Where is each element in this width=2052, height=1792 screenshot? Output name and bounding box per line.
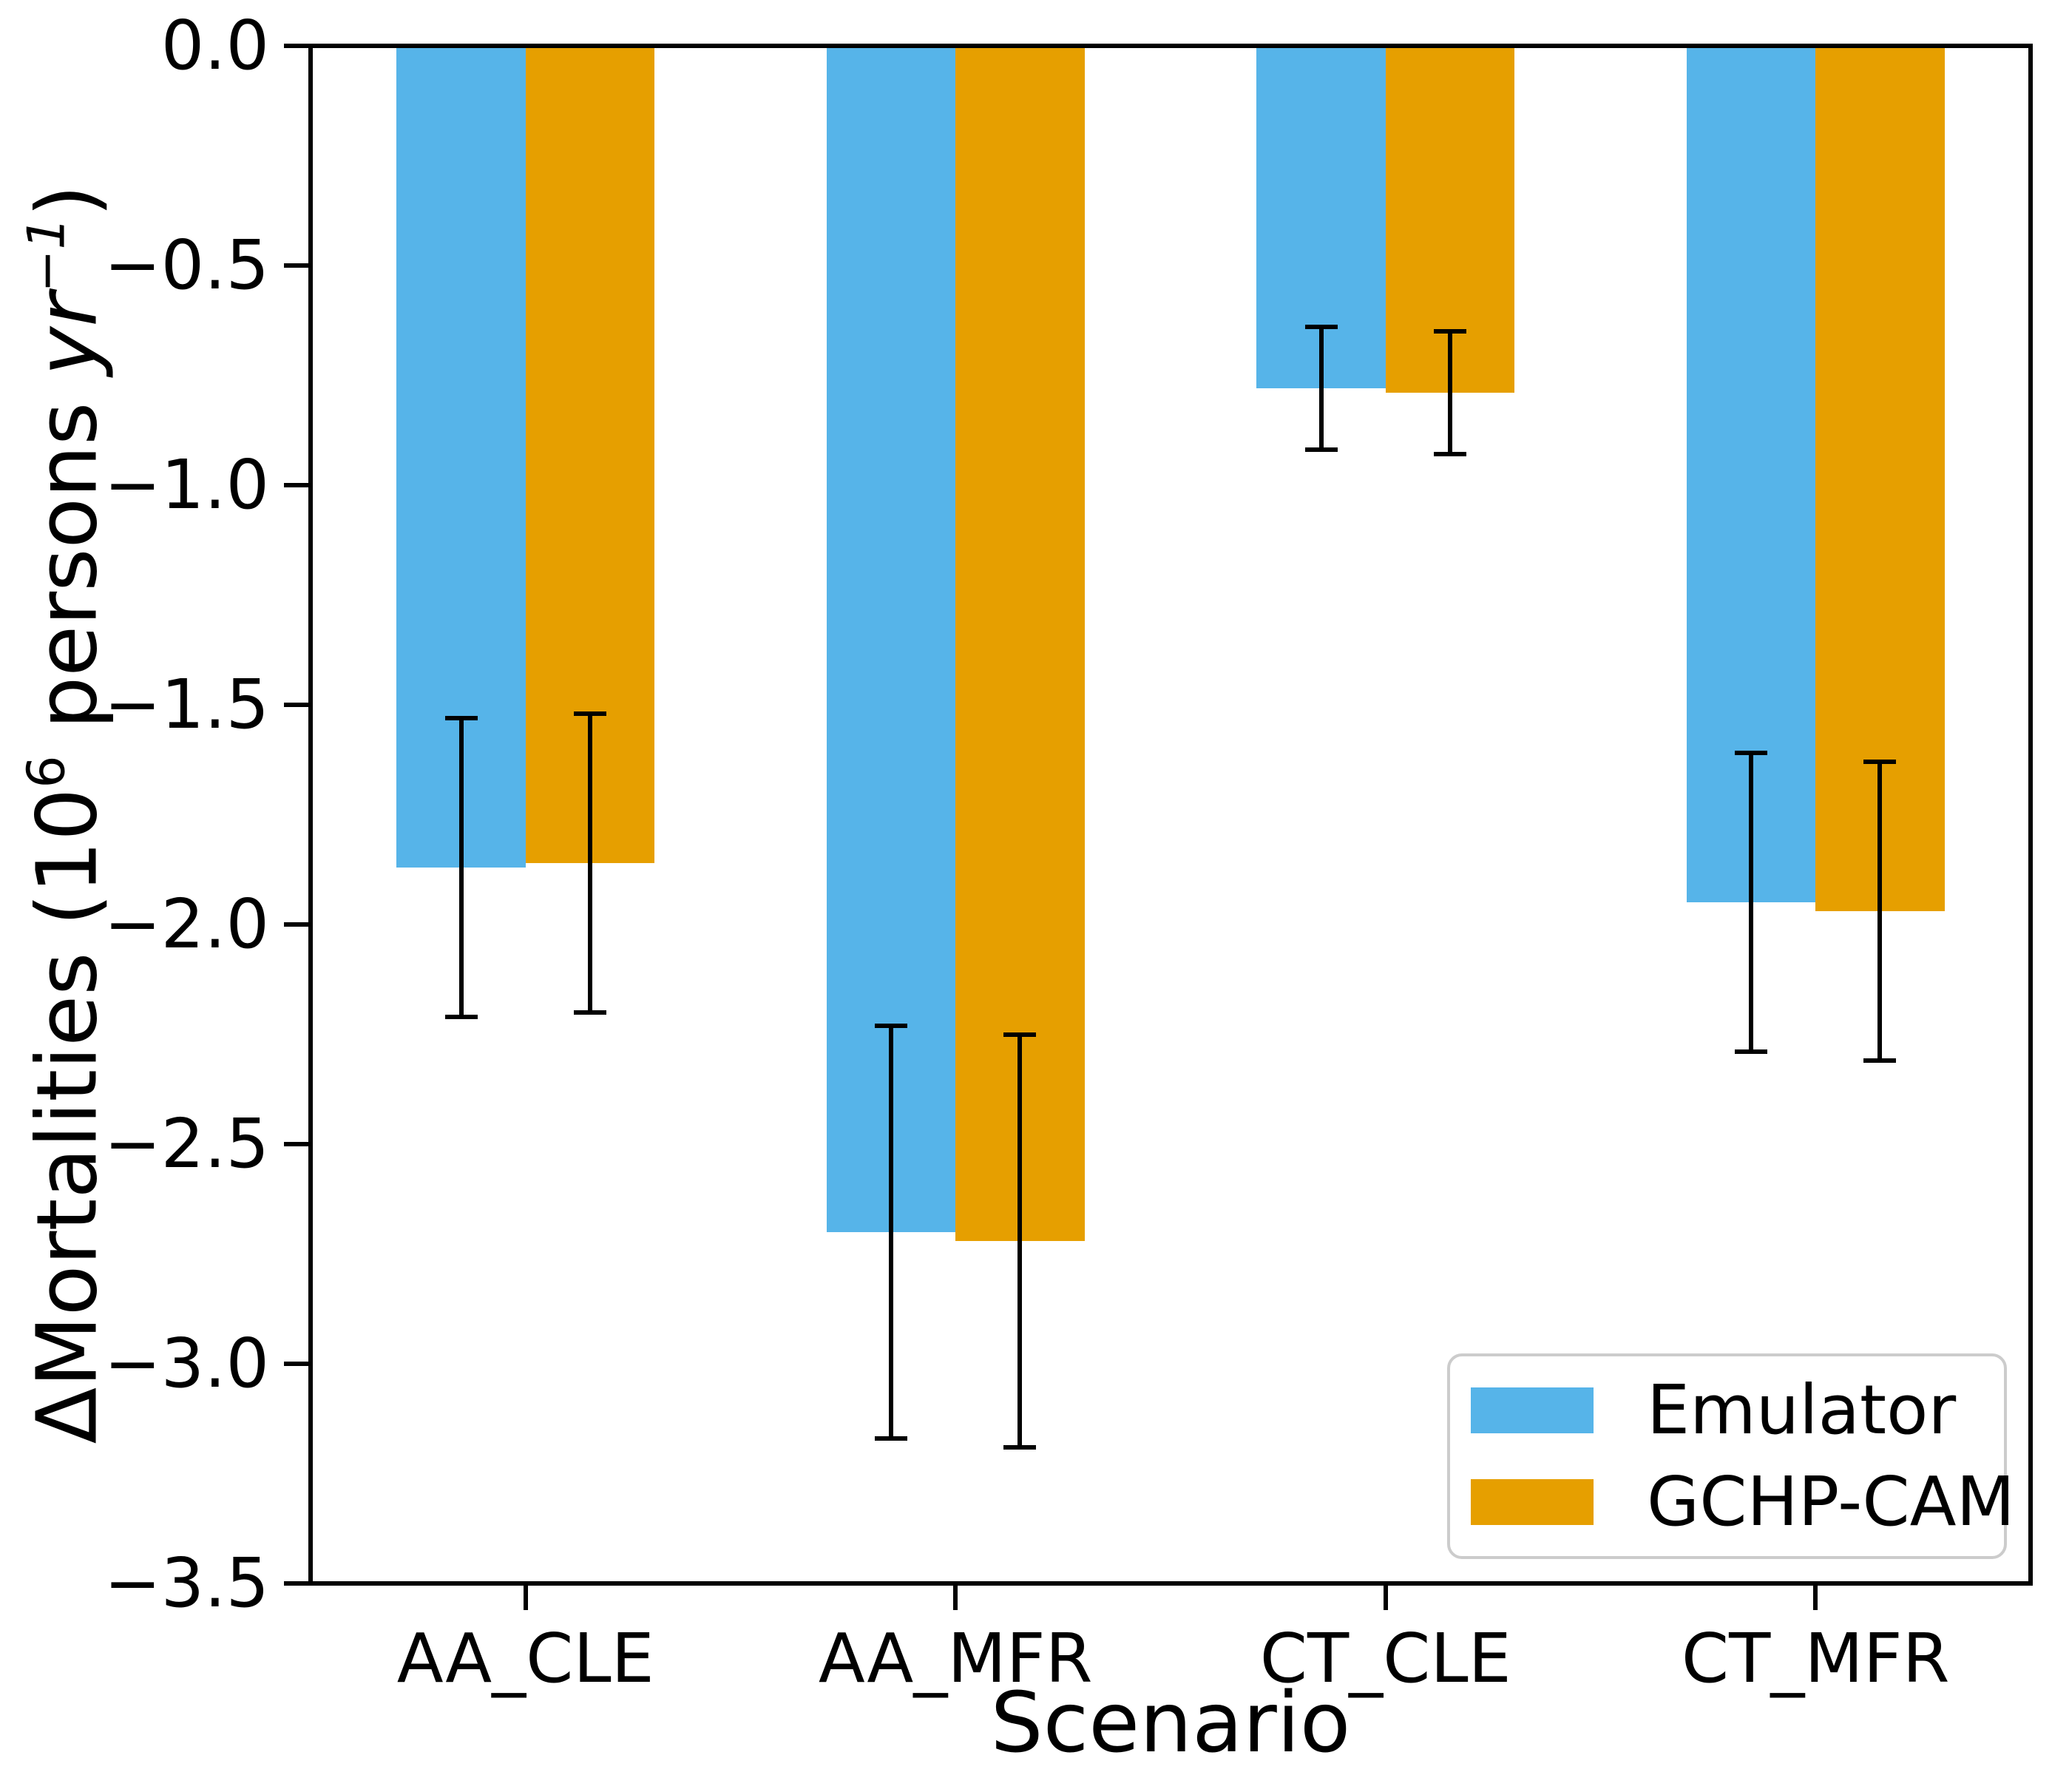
errorbar-cap-bottom-emulator-CT_MFR	[1735, 1049, 1768, 1055]
x-tick-label-AA_CLE: AA_CLE	[396, 1619, 654, 1698]
y-tick-−1.5	[284, 703, 311, 707]
errorbar-cap-top-gchp-cam-CT_CLE	[1433, 329, 1466, 334]
y-axis-label-segment: persons	[19, 376, 116, 756]
errorbar-emulator-AA_MFR	[889, 1025, 894, 1438]
y-tick-label-0.0: 0.0	[160, 6, 269, 85]
errorbar-cap-top-gchp-cam-AA_MFR	[1003, 1032, 1037, 1037]
x-axis-label: Scenario	[990, 1675, 1351, 1771]
y-tick-−3.5	[284, 1581, 311, 1586]
y-tick-label-−1.0: −1.0	[104, 445, 269, 524]
legend-label-emulator: Emulator	[1647, 1370, 1957, 1450]
y-tick-−2.0	[284, 922, 311, 927]
y-tick-label-−3.0: −3.0	[104, 1324, 269, 1403]
errorbar-cap-top-gchp-cam-CT_MFR	[1863, 760, 1897, 765]
errorbar-emulator-CT_MFR	[1749, 753, 1754, 1052]
right-spine	[2028, 44, 2033, 1586]
y-tick-label-−3.5: −3.5	[104, 1544, 269, 1623]
x-tick-label-CT_CLE: CT_CLE	[1259, 1619, 1511, 1698]
errorbar-cap-top-emulator-AA_MFR	[875, 1023, 908, 1028]
x-tick-CT_MFR	[1813, 1583, 1818, 1610]
errorbar-emulator-AA_CLE	[458, 717, 464, 1017]
errorbar-gchp-cam-AA_MFR	[1017, 1034, 1023, 1447]
top-spine	[308, 44, 2033, 48]
x-tick-CT_CLE	[1383, 1583, 1388, 1610]
errorbar-emulator-CT_CLE	[1318, 327, 1324, 450]
bottom-spine	[308, 1581, 2033, 1586]
legend: Emulator GCHP-CAM	[1447, 1353, 2015, 1559]
x-tick-label-CT_MFR: CT_MFR	[1681, 1619, 1950, 1698]
y-tick-−1.0	[284, 483, 311, 487]
errorbar-cap-bottom-gchp-cam-AA_CLE	[573, 1010, 606, 1015]
legend-item-emulator: Emulator	[1471, 1365, 2004, 1456]
x-tick-AA_CLE	[523, 1583, 528, 1610]
errorbar-cap-bottom-gchp-cam-CT_CLE	[1433, 452, 1466, 457]
x-tick-label-AA_MFR: AA_MFR	[818, 1619, 1093, 1698]
y-tick-label-−2.5: −2.5	[104, 1104, 269, 1183]
errorbar-cap-bottom-emulator-AA_CLE	[444, 1014, 478, 1019]
y-tick-0.0	[284, 44, 311, 48]
errorbar-cap-top-emulator-AA_CLE	[444, 715, 478, 720]
y-tick-label-−0.5: −0.5	[104, 226, 269, 305]
errorbar-cap-bottom-gchp-cam-AA_MFR	[1003, 1444, 1037, 1450]
y-axis-label-segment: 6	[17, 755, 77, 788]
y-axis-label-segment: )	[19, 184, 116, 217]
left-spine	[308, 44, 313, 1586]
y-axis-label: ΔMortalities (106 persons yr−1)	[17, 185, 115, 1444]
y-tick-label-−2.0: −2.0	[104, 885, 269, 964]
errorbar-cap-top-emulator-CT_MFR	[1735, 751, 1768, 756]
errorbar-cap-bottom-gchp-cam-CT_MFR	[1863, 1058, 1897, 1064]
errorbar-cap-bottom-emulator-AA_MFR	[875, 1436, 908, 1441]
x-tick-AA_MFR	[953, 1583, 958, 1610]
legend-label-gchp-cam: GCHP-CAM	[1647, 1462, 2015, 1541]
errorbar-gchp-cam-CT_MFR	[1877, 762, 1883, 1061]
y-axis-label-segment: yr	[19, 292, 116, 376]
errorbar-cap-bottom-emulator-CT_CLE	[1304, 447, 1338, 453]
errorbar-cap-top-gchp-cam-AA_CLE	[573, 711, 606, 716]
y-tick-label-−1.5: −1.5	[104, 665, 269, 744]
legend-swatch-emulator	[1471, 1387, 1594, 1433]
y-axis-label-segment: −1	[17, 217, 77, 293]
y-axis-label-segment: ΔMortalities (10	[19, 788, 116, 1444]
y-tick-−2.5	[284, 1142, 311, 1146]
legend-swatch-gchp-cam	[1471, 1479, 1594, 1525]
y-tick-−3.0	[284, 1362, 311, 1366]
y-tick-−0.5	[284, 263, 311, 268]
errorbar-gchp-cam-AA_CLE	[587, 713, 592, 1012]
errorbar-gchp-cam-CT_CLE	[1447, 331, 1452, 455]
legend-item-gchp-cam: GCHP-CAM	[1471, 1456, 2015, 1548]
errorbar-cap-top-emulator-CT_CLE	[1304, 325, 1338, 330]
